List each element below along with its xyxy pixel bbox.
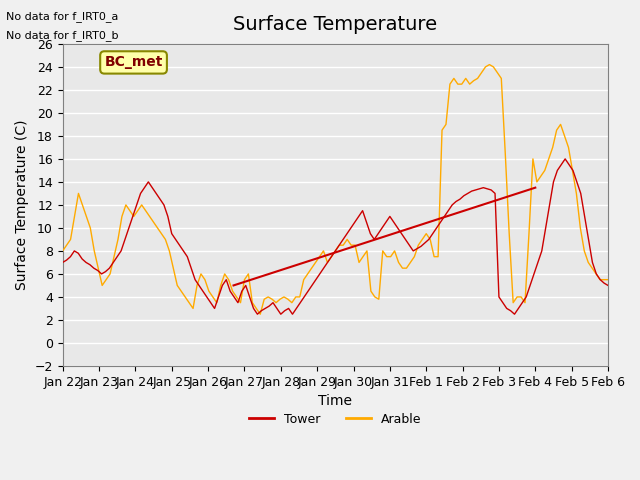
Tower	[90, 265, 98, 271]
Tower	[585, 237, 593, 242]
Arable	[371, 294, 379, 300]
Tower	[604, 283, 612, 288]
Arable	[410, 254, 418, 260]
Tower	[538, 248, 546, 254]
Tower	[238, 288, 246, 294]
Tower	[253, 312, 261, 317]
Tower	[561, 156, 569, 162]
Tower	[526, 283, 534, 288]
Title: Surface Temperature: Surface Temperature	[233, 15, 437, 34]
Arable	[59, 248, 67, 254]
Y-axis label: Surface Temperature (C): Surface Temperature (C)	[15, 120, 29, 290]
Arable	[67, 237, 74, 242]
Arable	[486, 62, 493, 68]
Line: Arable: Arable	[63, 65, 608, 314]
X-axis label: Time: Time	[318, 394, 353, 408]
Line: Tower: Tower	[63, 159, 608, 314]
Text: No data for f_IRT0_a: No data for f_IRT0_a	[6, 11, 119, 22]
Text: No data for f_IRT0_b: No data for f_IRT0_b	[6, 30, 119, 41]
Text: BC_met: BC_met	[104, 55, 163, 70]
Tower	[63, 257, 70, 263]
Legend: Tower, Arable: Tower, Arable	[244, 408, 426, 431]
Arable	[604, 277, 612, 283]
Arable	[348, 242, 355, 248]
Arable	[63, 242, 70, 248]
Arable	[600, 277, 608, 283]
Arable	[257, 312, 264, 317]
Tower	[59, 260, 67, 265]
